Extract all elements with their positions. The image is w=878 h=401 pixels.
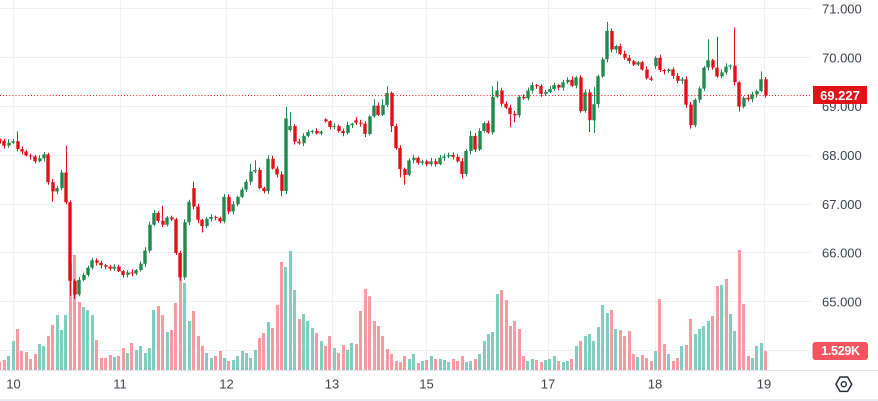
svg-text:12: 12 — [219, 377, 233, 392]
svg-text:17: 17 — [541, 377, 555, 392]
svg-text:71.000: 71.000 — [822, 2, 862, 17]
svg-text:13: 13 — [325, 377, 339, 392]
svg-text:65.000: 65.000 — [822, 294, 862, 309]
svg-text:15: 15 — [419, 377, 433, 392]
svg-text:19: 19 — [757, 377, 771, 392]
svg-text:70.000: 70.000 — [822, 50, 862, 65]
svg-text:67.000: 67.000 — [822, 197, 862, 212]
svg-text:10: 10 — [6, 377, 20, 392]
svg-text:68.000: 68.000 — [822, 148, 862, 163]
svg-text:1.529K: 1.529K — [821, 344, 860, 358]
svg-text:69.227: 69.227 — [820, 88, 860, 103]
svg-text:11: 11 — [113, 377, 127, 392]
svg-text:66.000: 66.000 — [822, 246, 862, 261]
svg-text:18: 18 — [648, 377, 662, 392]
